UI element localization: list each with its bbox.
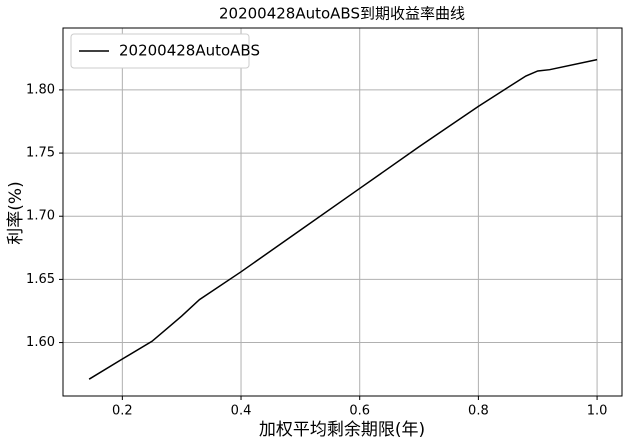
plot-frame [62,27,623,397]
legend-label: 20200428AutoABS [119,42,260,60]
y-tick-label: 1.75 [26,146,55,161]
legend-box [70,33,250,69]
x-tick-label: 0.2 [112,404,133,419]
x-axis-label: 加权平均剩余期限(年) [259,420,425,440]
y-tick-label: 1.60 [26,335,55,350]
x-tick-label: 0.6 [349,404,370,419]
y-tick-label: 1.70 [26,209,55,224]
x-tick-label: 1.0 [587,404,608,419]
y-tick-label: 1.80 [26,82,55,97]
y-tick-label: 1.65 [26,272,55,287]
line-series [88,58,598,380]
x-tick-label: 0.4 [231,404,252,419]
chart-title: 20200428AutoABS到期收益率曲线 [219,5,465,23]
y-axis-label: 利率(%) [6,181,26,244]
x-tick-label: 0.8 [468,404,489,419]
